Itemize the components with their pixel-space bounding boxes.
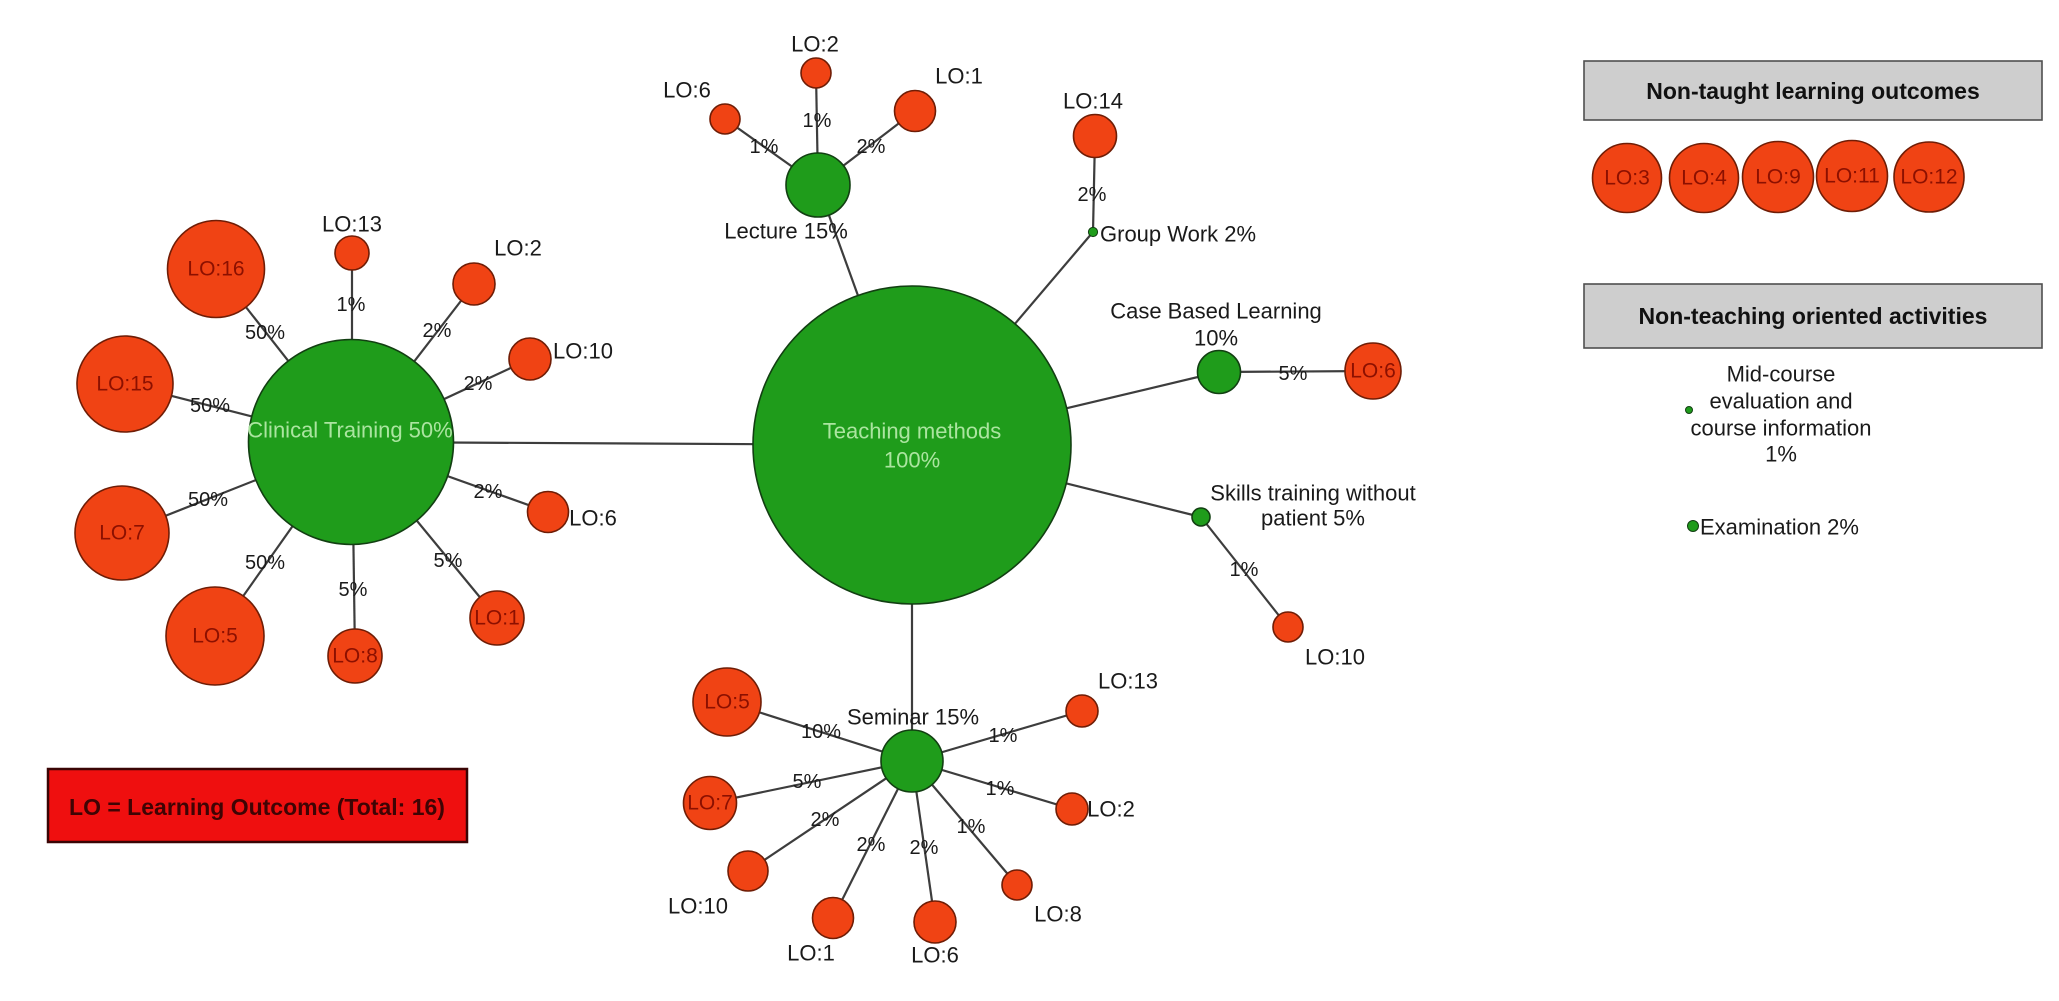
svg-text:Examination 2%: Examination 2% (1700, 515, 1859, 540)
svg-text:1%: 1% (803, 110, 832, 132)
svg-text:LO:10: LO:10 (668, 894, 728, 919)
svg-text:Lecture 15%: Lecture 15% (724, 219, 848, 244)
svg-text:LO:6: LO:6 (663, 78, 711, 103)
svg-text:patient 5%: patient 5% (1261, 506, 1365, 531)
svg-text:LO:1: LO:1 (474, 607, 520, 630)
svg-text:LO:3: LO:3 (1604, 167, 1650, 190)
svg-text:1%: 1% (1230, 559, 1259, 581)
svg-text:LO:2: LO:2 (791, 32, 839, 57)
svg-text:100%: 100% (884, 448, 940, 473)
svg-text:LO:9: LO:9 (1755, 166, 1801, 189)
svg-text:Group Work 2%: Group Work 2% (1100, 222, 1256, 247)
svg-text:LO:2: LO:2 (494, 236, 542, 261)
svg-text:50%: 50% (190, 395, 230, 417)
svg-text:2%: 2% (474, 481, 503, 503)
svg-text:10%: 10% (801, 721, 841, 743)
svg-text:2%: 2% (857, 834, 886, 856)
svg-text:evaluation and: evaluation and (1709, 389, 1852, 414)
svg-text:LO:13: LO:13 (322, 212, 382, 237)
svg-text:1%: 1% (750, 136, 779, 158)
svg-text:LO:16: LO:16 (187, 258, 244, 281)
svg-text:LO:11: LO:11 (1824, 165, 1880, 188)
svg-text:LO:5: LO:5 (704, 691, 750, 714)
svg-text:LO:12: LO:12 (1900, 166, 1957, 189)
svg-text:LO:14: LO:14 (1063, 89, 1123, 114)
svg-text:LO:10: LO:10 (1305, 645, 1365, 670)
svg-text:2%: 2% (857, 136, 886, 158)
svg-text:Seminar 15%: Seminar 15% (847, 705, 979, 730)
svg-text:1%: 1% (986, 778, 1015, 800)
svg-text:Clinical Training 50%: Clinical Training 50% (247, 418, 452, 443)
svg-text:LO:2: LO:2 (1087, 797, 1135, 822)
svg-text:LO:1: LO:1 (787, 941, 835, 966)
svg-text:1%: 1% (1765, 442, 1797, 467)
svg-text:Case Based Learning: Case Based Learning (1110, 299, 1322, 324)
svg-text:Skills training without: Skills training without (1210, 481, 1415, 506)
svg-text:2%: 2% (464, 373, 493, 395)
svg-text:LO:5: LO:5 (192, 625, 238, 648)
svg-text:Teaching methods: Teaching methods (823, 419, 1002, 444)
svg-text:50%: 50% (245, 322, 285, 344)
svg-text:5%: 5% (793, 771, 822, 793)
svg-text:LO:10: LO:10 (553, 339, 613, 364)
svg-text:Non-teaching oriented activiti: Non-teaching oriented activities (1639, 303, 1988, 329)
svg-text:LO:6: LO:6 (1350, 360, 1396, 383)
svg-text:Non-taught learning outcomes: Non-taught learning outcomes (1646, 78, 1980, 104)
svg-text:LO:15: LO:15 (96, 373, 153, 396)
svg-text:LO:7: LO:7 (687, 792, 733, 815)
svg-text:50%: 50% (188, 489, 228, 511)
svg-text:course information: course information (1691, 416, 1872, 441)
svg-text:LO = Learning Outcome (Total:: LO = Learning Outcome (Total: 16) (69, 794, 445, 820)
svg-text:LO:4: LO:4 (1681, 167, 1727, 190)
svg-text:50%: 50% (245, 552, 285, 574)
svg-text:5%: 5% (1279, 363, 1308, 385)
svg-text:LO:6: LO:6 (911, 943, 959, 968)
svg-text:1%: 1% (337, 294, 366, 316)
svg-text:1%: 1% (989, 725, 1018, 747)
svg-text:2%: 2% (1078, 184, 1107, 206)
svg-text:Mid-course: Mid-course (1727, 362, 1836, 387)
svg-text:5%: 5% (434, 550, 463, 572)
svg-text:10%: 10% (1194, 326, 1238, 351)
svg-text:LO:6: LO:6 (569, 506, 617, 531)
svg-text:1%: 1% (957, 816, 986, 838)
svg-text:LO:8: LO:8 (332, 645, 378, 668)
svg-text:LO:8: LO:8 (1034, 902, 1082, 927)
svg-text:LO:13: LO:13 (1098, 669, 1158, 694)
svg-text:2%: 2% (910, 837, 939, 859)
svg-text:LO:7: LO:7 (99, 522, 145, 545)
svg-text:2%: 2% (811, 809, 840, 831)
svg-text:2%: 2% (423, 320, 452, 342)
svg-text:LO:1: LO:1 (935, 64, 983, 89)
svg-text:5%: 5% (339, 579, 368, 601)
